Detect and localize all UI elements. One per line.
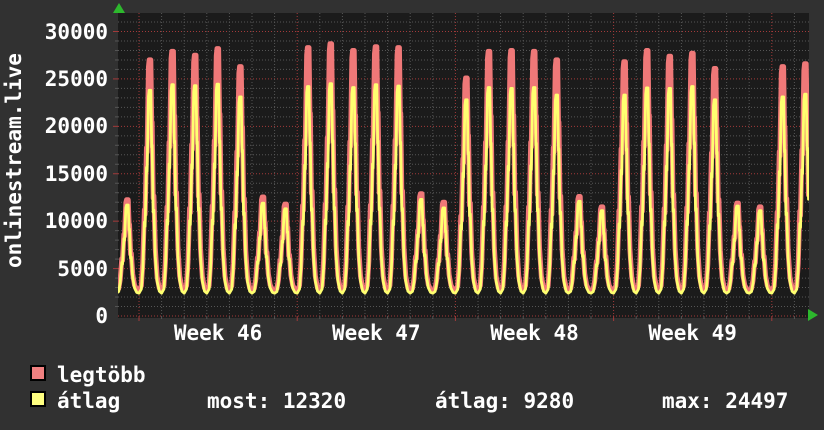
y-axis-label-20000: 20000 bbox=[44, 114, 108, 139]
stat-max-label: max: bbox=[662, 389, 713, 413]
y-axis-label-25000: 25000 bbox=[44, 66, 108, 91]
stat-most-label: most: bbox=[207, 389, 271, 413]
y-axis-label-5000: 5000 bbox=[57, 256, 108, 281]
stat-atlag: átlag: 9280 bbox=[435, 389, 574, 413]
y-axis-label-15000: 15000 bbox=[44, 161, 108, 186]
x-axis-label-week: Week 48 bbox=[490, 321, 579, 345]
stat-max-value: 24497 bbox=[725, 389, 789, 413]
x-axis-label-week: Week 47 bbox=[332, 321, 421, 345]
stat-most-value: 12320 bbox=[282, 389, 347, 413]
y-axis-label-30000: 30000 bbox=[44, 19, 108, 44]
legend-label-legtobb: legtöbb bbox=[57, 363, 146, 387]
stat-atlag-label: átlag: bbox=[435, 389, 511, 413]
y-axis-arrow-icon bbox=[113, 3, 125, 13]
x-axis-label-week: Week 49 bbox=[648, 321, 737, 345]
legend-swatch-legtobb-icon bbox=[30, 365, 46, 381]
series-line-atlag bbox=[118, 82, 809, 295]
stat-atlag-value: 9280 bbox=[523, 389, 575, 413]
x-axis-arrow-icon bbox=[808, 309, 818, 321]
stat-max: max: 24497 bbox=[662, 389, 788, 413]
y-axis-label-10000: 10000 bbox=[44, 209, 108, 234]
legend-swatch-atlag-icon bbox=[30, 391, 46, 407]
y-axis-label-0: 0 bbox=[95, 304, 108, 328]
stat-most: most: 12320 bbox=[207, 389, 346, 413]
x-axis-label-week: Week 46 bbox=[173, 321, 263, 345]
legend-label-atlag: átlag bbox=[57, 389, 121, 413]
